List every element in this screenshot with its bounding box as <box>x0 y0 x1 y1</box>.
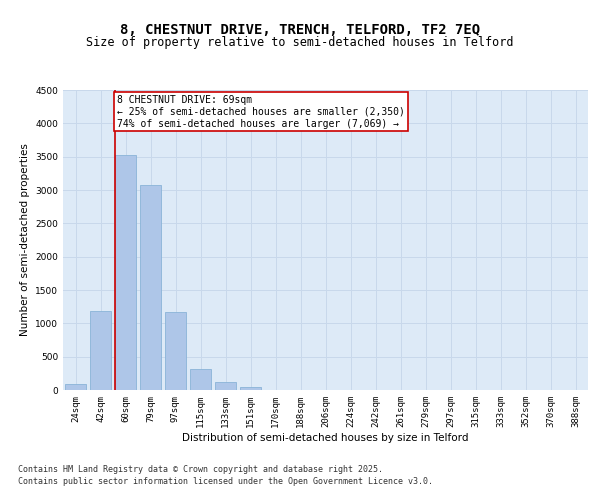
Bar <box>165 312 186 390</box>
Text: 8, CHESTNUT DRIVE, TRENCH, TELFORD, TF2 7EQ: 8, CHESTNUT DRIVE, TRENCH, TELFORD, TF2 … <box>120 22 480 36</box>
Bar <box>140 184 161 390</box>
Bar <box>115 154 136 390</box>
Bar <box>90 310 111 390</box>
Bar <box>240 386 261 390</box>
Text: Contains public sector information licensed under the Open Government Licence v3: Contains public sector information licen… <box>18 476 433 486</box>
Bar <box>65 384 86 390</box>
Text: Size of property relative to semi-detached houses in Telford: Size of property relative to semi-detach… <box>86 36 514 49</box>
Text: Contains HM Land Registry data © Crown copyright and database right 2025.: Contains HM Land Registry data © Crown c… <box>18 464 383 473</box>
X-axis label: Distribution of semi-detached houses by size in Telford: Distribution of semi-detached houses by … <box>182 432 469 442</box>
Text: 8 CHESTNUT DRIVE: 69sqm
← 25% of semi-detached houses are smaller (2,350)
74% of: 8 CHESTNUT DRIVE: 69sqm ← 25% of semi-de… <box>117 96 405 128</box>
Bar <box>190 370 211 390</box>
Bar <box>215 382 236 390</box>
Y-axis label: Number of semi-detached properties: Number of semi-detached properties <box>20 144 29 336</box>
